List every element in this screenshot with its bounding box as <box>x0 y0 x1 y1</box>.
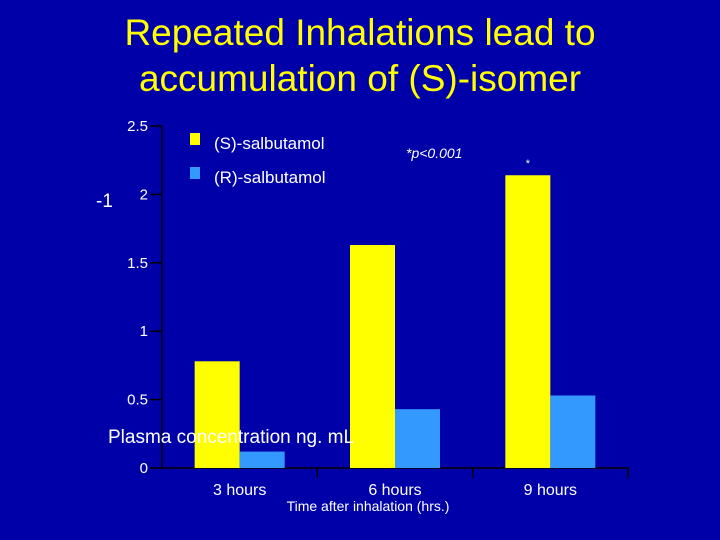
slide-title: Repeated Inhalations lead to accumulatio… <box>0 10 720 102</box>
slide-title-line-2: accumulation of (S)-isomer <box>138 58 582 99</box>
legend-label-r-salbutamol: (R)-salbutamol <box>214 168 325 187</box>
significance-annotation: *p<0.001 <box>406 145 462 161</box>
y-tick-label: 1 <box>140 323 148 340</box>
y-tick-label: 2.5 <box>127 118 148 135</box>
bar-r-salbutamol-2 <box>550 395 596 468</box>
y-tick-label: 0.5 <box>127 392 148 409</box>
legend-swatch-r-salbutamol <box>190 167 200 179</box>
legend-label-s-salbutamol: (S)-salbutamol <box>214 134 325 153</box>
y-tick-label: 1.5 <box>127 255 148 272</box>
bar-r-salbutamol-0 <box>239 451 285 468</box>
x-axis-label: Time after inhalation (hrs.) <box>287 498 450 514</box>
y-tick-label: 0 <box>140 460 148 477</box>
y-axis-unit-exponent: -1 <box>96 191 113 212</box>
bar-r-salbutamol-1 <box>395 409 440 468</box>
legend-swatch-s-salbutamol <box>190 133 200 145</box>
bar-s-salbutamol-2 <box>505 175 551 469</box>
x-tick-label: 9 hours <box>524 482 577 499</box>
y-tick-label: 2 <box>140 186 148 203</box>
y-axis-label: Plasma concentration ng. mL <box>108 427 354 448</box>
significance-mark: * <box>526 158 531 170</box>
bar-s-salbutamol-0 <box>194 361 240 468</box>
x-tick-label: 6 hours <box>368 482 421 499</box>
chart-ticks <box>150 125 629 478</box>
chart-bars <box>194 175 596 469</box>
chart-legend: (S)-salbutamol (R)-salbutamol <box>190 133 325 187</box>
x-tick-label: 3 hours <box>213 482 266 499</box>
chart-labels: 0 0.5 1 1.5 2 2.5 3 hours 6 hours * 9 hours Time a… <box>96 118 577 514</box>
bar-s-salbutamol-1 <box>350 245 395 468</box>
slide-title-line-1: Repeated Inhalations lead to <box>124 12 596 53</box>
